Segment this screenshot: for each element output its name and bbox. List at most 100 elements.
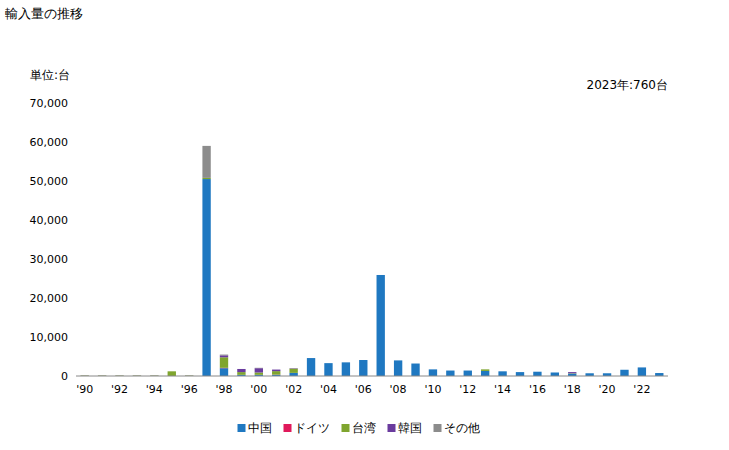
bar (551, 372, 559, 373)
bar (342, 362, 350, 363)
bar (603, 373, 611, 374)
bar (411, 364, 419, 376)
bar (411, 363, 419, 364)
bar (342, 362, 350, 376)
x-tick-label: '10 (424, 383, 441, 396)
bar (342, 362, 350, 363)
bar (603, 373, 611, 374)
y-tick-label: 40,000 (30, 214, 69, 227)
bar (655, 373, 663, 374)
bar (585, 373, 593, 374)
bar (289, 368, 297, 369)
bar (655, 373, 663, 374)
bar (481, 369, 489, 371)
legend-swatch (284, 424, 292, 432)
y-tick-label: 10,000 (30, 331, 69, 344)
bar (481, 369, 489, 370)
legend-swatch (238, 424, 246, 432)
bar (638, 367, 646, 376)
bar (568, 372, 576, 373)
bar (620, 369, 628, 370)
bar (220, 355, 228, 357)
x-tick-label: '16 (529, 383, 546, 396)
bar (464, 371, 472, 376)
bar (568, 373, 576, 374)
bar (377, 275, 385, 376)
bar (568, 373, 576, 374)
bar (272, 371, 280, 375)
x-tick-label: '96 (181, 383, 198, 396)
bar (533, 371, 541, 372)
bar (168, 371, 176, 376)
bar (202, 179, 210, 180)
bar (394, 360, 402, 361)
bar (307, 358, 315, 376)
bar (498, 371, 506, 376)
bar (533, 371, 541, 372)
y-label: 単位:台 (30, 68, 70, 82)
bar (446, 371, 454, 376)
bar (551, 372, 559, 373)
bar (620, 370, 628, 376)
y-tick-label: 70,000 (30, 97, 69, 110)
bar (289, 369, 297, 373)
bar (377, 274, 385, 275)
bar (202, 179, 210, 376)
y-tick-label: 0 (61, 370, 68, 383)
bar (359, 360, 367, 361)
bar (585, 373, 593, 374)
bar (220, 354, 228, 356)
bar (533, 371, 541, 372)
bar (324, 363, 332, 364)
bar (342, 362, 350, 363)
bar (533, 371, 541, 372)
legend-swatch (388, 424, 396, 432)
bar (603, 373, 611, 374)
bar (533, 372, 541, 376)
y-tick-label: 20,000 (30, 292, 69, 305)
bar (481, 371, 489, 376)
y-tick-label: 60,000 (30, 136, 69, 149)
legend-label: 中国 (248, 421, 272, 435)
bar (255, 367, 263, 368)
x-tick-label: '00 (250, 383, 267, 396)
bar (237, 368, 245, 369)
legend-label: その他 (444, 421, 480, 435)
bar (324, 363, 332, 364)
bar (202, 146, 210, 178)
x-tick-label: '08 (390, 383, 407, 396)
title: 輸入量の推移 (5, 6, 83, 21)
bar (237, 369, 245, 372)
bar (516, 372, 524, 373)
bar (620, 369, 628, 370)
bar (255, 368, 263, 372)
x-tick-label: '22 (633, 383, 650, 396)
bar (394, 360, 402, 361)
bar (498, 371, 506, 372)
bar (168, 371, 176, 372)
bar (394, 360, 402, 361)
bar (638, 367, 646, 368)
y-tick-label: 50,000 (30, 175, 69, 188)
bar (342, 362, 350, 363)
bar (464, 370, 472, 371)
bar (411, 363, 419, 364)
bar (359, 360, 367, 361)
x-tick-label: '94 (146, 383, 163, 396)
bar (377, 274, 385, 275)
bar (220, 368, 228, 376)
bar (464, 370, 472, 371)
bar (620, 369, 628, 370)
bar (307, 358, 315, 359)
bar (377, 274, 385, 275)
bar (585, 373, 593, 374)
bar (585, 373, 593, 374)
bar (516, 372, 524, 373)
x-tick-label: '06 (355, 383, 372, 396)
x-tick-label: '98 (215, 383, 232, 396)
bar (516, 372, 524, 373)
x-tick-label: '02 (285, 383, 302, 396)
bar (498, 371, 506, 372)
legend-label: ドイツ (294, 421, 330, 435)
bar (464, 370, 472, 371)
